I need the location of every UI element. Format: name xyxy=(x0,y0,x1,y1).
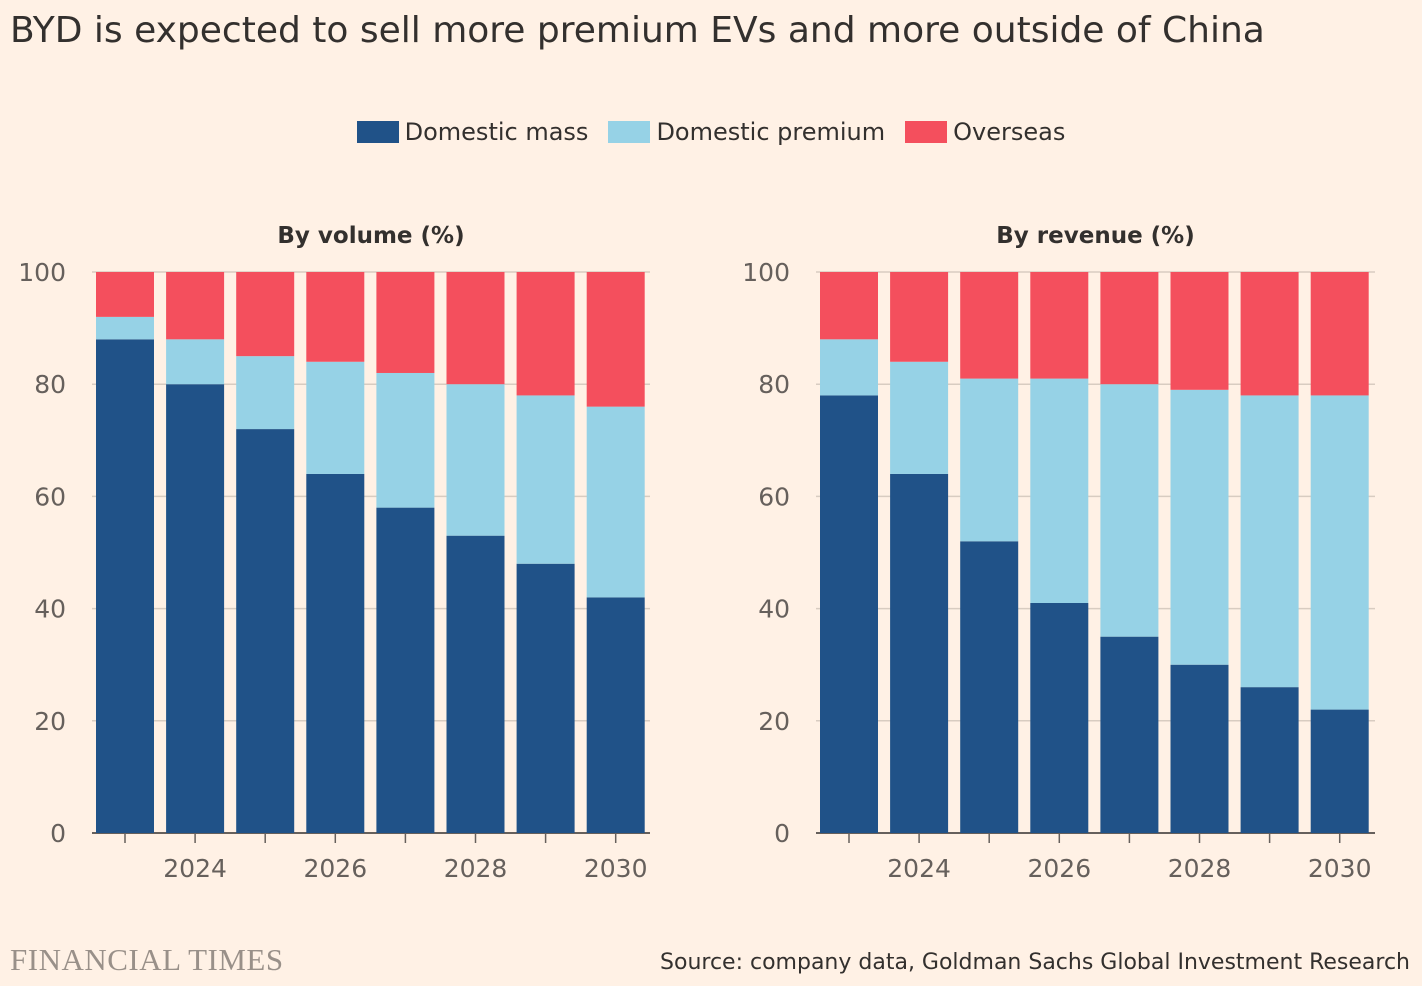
chart-2-y-tick-label: 20 xyxy=(758,707,790,736)
chart-1-y-tick-label: 0 xyxy=(50,819,66,848)
chart-2-bar-2029-overseas xyxy=(1240,272,1299,396)
chart-1-bar-2030-domestic-mass xyxy=(586,597,645,833)
chart-1-bar-2027-domestic-mass xyxy=(376,507,435,833)
chart-2-bar-2029-domestic-mass xyxy=(1240,687,1299,833)
chart-title: BYD is expected to sell more premium EVs… xyxy=(10,10,1265,51)
chart-1-bar-2023-overseas xyxy=(96,272,154,317)
chart-2-y-tick-label: 40 xyxy=(758,595,790,624)
chart-2-bar-2026-overseas xyxy=(1030,272,1089,379)
chart-1-bar-2027-domestic-premium xyxy=(376,372,435,508)
chart-1-bar-2030-domestic-premium xyxy=(586,406,645,598)
chart-2-bar-2028-overseas xyxy=(1170,272,1229,390)
legend-label-domestic-premium: Domestic premium xyxy=(656,118,886,146)
chart-1-bar-2030-overseas xyxy=(586,272,645,407)
legend-item-overseas: Overseas xyxy=(905,118,1065,146)
chart-2-bar-2030-domestic-mass xyxy=(1310,709,1369,833)
legend-label-domestic-mass: Domestic mass xyxy=(404,118,589,146)
legend-swatch-domestic-premium xyxy=(608,121,651,143)
ft-logo: FINANCIAL TIMES xyxy=(10,942,284,977)
chart-1-bar-2026-domestic-mass xyxy=(306,473,365,833)
chart-2-bar-2024-domestic-premium xyxy=(890,361,949,474)
chart-2-bar-2025-domestic-premium xyxy=(960,378,1019,542)
chart-1-bar-2025-overseas xyxy=(236,272,295,357)
chart-2-bar-2023-domestic-mass xyxy=(820,395,878,833)
legend-swatch-overseas xyxy=(905,121,948,143)
chart-2-x-tick-label: 2030 xyxy=(1308,854,1372,883)
chart-2-bar-2026-domestic-mass xyxy=(1030,602,1089,833)
chart-1-bar-2023-domestic-premium xyxy=(96,316,154,340)
chart-2-y-tick-label: 80 xyxy=(758,370,790,399)
chart-1-y-tick-label: 80 xyxy=(34,370,66,399)
chart-2-panel-title: By revenue (%) xyxy=(996,223,1195,249)
chart-1-y-tick-label: 40 xyxy=(34,595,66,624)
chart-2-bar-2026-domestic-premium xyxy=(1030,378,1089,603)
chart-1-bar-2028-domestic-premium xyxy=(446,384,505,536)
chart-2-x-tick-label: 2024 xyxy=(887,854,951,883)
chart-2-y-tick-label: 100 xyxy=(742,258,790,287)
chart-2-bar-2024-domestic-mass xyxy=(890,473,949,833)
chart-2-bar-2028-domestic-premium xyxy=(1170,389,1229,665)
chart-2-y-tick-label: 60 xyxy=(758,482,790,511)
chart-1-bar-2026-domestic-premium xyxy=(306,361,365,474)
chart-2-bar-2030-overseas xyxy=(1310,272,1369,396)
chart-2-bar-2023-domestic-premium xyxy=(820,339,878,396)
chart-1-y-tick-label: 60 xyxy=(34,482,66,511)
chart-2-bar-2025-domestic-mass xyxy=(960,541,1019,833)
chart-2-y-tick-label: 0 xyxy=(774,819,790,848)
chart-2-bar-2027-overseas xyxy=(1100,272,1159,385)
chart-1-x-tick-label: 2026 xyxy=(303,854,367,883)
legend-item-domestic-premium: Domestic premium xyxy=(608,118,885,146)
chart-2-bar-2030-domestic-premium xyxy=(1310,395,1369,710)
chart-1-y-tick-label: 20 xyxy=(34,707,66,736)
chart-1-bar-2024-overseas xyxy=(166,272,225,340)
chart-1-bar-2025-domestic-mass xyxy=(236,429,295,833)
chart-1-bar-2029-overseas xyxy=(516,272,575,396)
legend-label-overseas: Overseas xyxy=(953,118,1066,146)
chart-2-bar-2023-overseas xyxy=(820,272,878,340)
source-note: Source: company data, Goldman Sachs Glob… xyxy=(660,950,1410,975)
chart-2-bar-2028-domestic-mass xyxy=(1170,664,1229,833)
chart-1-bar-2024-domestic-mass xyxy=(166,384,225,833)
chart-1-x-tick-label: 2024 xyxy=(163,854,227,883)
chart-2-bar-2029-domestic-premium xyxy=(1240,395,1299,688)
chart-2-bar-2025-overseas xyxy=(960,272,1019,379)
chart-1-bar-2026-overseas xyxy=(306,272,365,362)
chart-1-bar-2028-overseas xyxy=(446,272,505,385)
chart-1-bar-2028-domestic-mass xyxy=(446,535,505,833)
chart-1-panel-title: By volume (%) xyxy=(277,223,464,249)
chart-2-x-tick-label: 2026 xyxy=(1027,854,1091,883)
chart-1-x-tick-label: 2030 xyxy=(584,854,648,883)
legend: Domestic mass Domestic premium Overseas xyxy=(0,118,1422,146)
chart-1-bar-2023-domestic-mass xyxy=(96,339,154,833)
chart-2-x-tick-label: 2028 xyxy=(1168,854,1232,883)
chart-1-bar-2027-overseas xyxy=(376,272,435,373)
chart-1-y-tick-label: 100 xyxy=(18,258,66,287)
chart-2-bar-2024-overseas xyxy=(890,272,949,362)
chart-1-x-tick-label: 2028 xyxy=(444,854,508,883)
legend-swatch-domestic-mass xyxy=(356,121,399,143)
chart-1-bar-2029-domestic-mass xyxy=(516,563,575,833)
chart-2-bar-2027-domestic-mass xyxy=(1100,636,1159,833)
chart-1-bar-2025-domestic-premium xyxy=(236,356,295,430)
chart-2-bar-2027-domestic-premium xyxy=(1100,384,1159,637)
chart-1-bar-2024-domestic-premium xyxy=(166,339,225,385)
chart-1-bar-2029-domestic-premium xyxy=(516,395,575,564)
legend-item-domestic-mass: Domestic mass xyxy=(356,118,589,146)
